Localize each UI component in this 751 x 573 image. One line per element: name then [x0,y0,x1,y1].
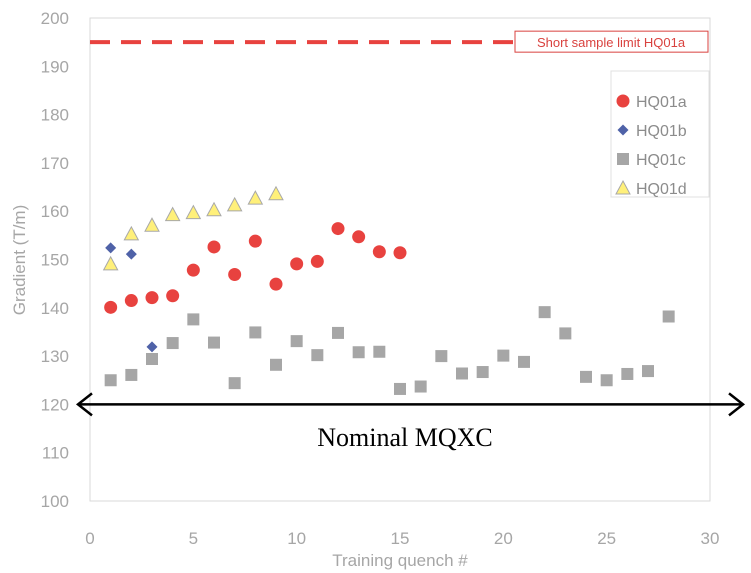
hq01c-point [270,358,282,371]
y-tick-label: 150 [41,251,69,270]
hq01c-point [394,382,406,395]
x-tick-label: 25 [597,529,616,548]
hq01d-point [268,185,284,201]
hq01a-point [269,277,283,291]
hq01c-point [518,355,530,368]
hq01c-point [600,374,613,387]
hq01c-point [352,346,365,359]
hq01a-point [207,240,221,254]
short-sample-limit-box [514,30,709,53]
x-tick-label: 20 [494,529,513,548]
hq01a-point [186,263,200,277]
hq01c-point [332,326,344,339]
legend-marker-hq01d [615,179,631,195]
hq01d-point [206,201,222,217]
hq01b-point [125,248,137,260]
hq01c-point [125,368,138,381]
hq01c-point [497,349,510,362]
hq01a-point [166,289,180,303]
y-tick-label: 190 [41,57,69,76]
hq01a-point [228,267,242,281]
hq01a-point [310,254,324,268]
hq01a-point [124,294,138,308]
hq01c-point [311,349,324,362]
nominal-mqxc-label: Nominal MQXC [317,423,493,452]
hq01c-point [208,336,220,349]
hq01a-point [331,222,345,236]
y-tick-label: 100 [41,492,69,511]
hq01d-point [144,217,160,232]
left-arrow-head-icon [75,392,93,417]
short-sample-limit-label: Short sample limit HQ01a [537,35,686,50]
hq01c-point [621,367,634,380]
hq01c-point [538,306,551,319]
hq01c-point [166,337,179,350]
hq01a-point [104,300,118,314]
hq01a-point [248,234,262,248]
y-tick-label: 140 [41,299,69,318]
y-tick-label: 120 [41,395,69,414]
legend: HQ01a HQ01b HQ01c HQ01d [610,70,710,198]
hq01c-point [456,367,468,380]
data-points [102,185,675,395]
hq01c-point [559,327,572,340]
legend-marker-hq01b [617,124,629,136]
hq01c-point [580,370,592,383]
y-tick-label: 130 [41,347,69,366]
hq01c-point [642,365,654,378]
hq01b-point [146,341,158,353]
hq01a-point [145,291,159,305]
hq01c-point [146,352,158,365]
hq01c-point [249,326,262,339]
x-tick-label: 0 [85,529,94,548]
hq01a-point [393,246,407,260]
right-arrow-head-icon [728,392,746,417]
short-sample-limit-line: Short sample limit HQ01a [90,30,709,53]
hq01d-point [247,190,264,205]
hq01a-point [372,245,386,259]
hq01d-point [185,204,202,220]
x-tick-label: 10 [287,529,306,548]
x-axis-ticks: 0 5 10 15 20 25 30 [85,529,719,548]
hq01c-point [104,374,117,387]
hq01d-point [164,206,181,222]
hq01c-point [228,377,241,390]
nominal-mqxc-arrow: Nominal MQXC [75,392,746,452]
plot-frame [89,17,711,502]
x-tick-label: 30 [701,529,720,548]
legend-label-hq01c: HQ01c [636,152,686,169]
hq01c-point [373,345,386,358]
x-tick-label: 15 [391,529,410,548]
y-tick-label: 200 [41,9,69,28]
hq01c-point [414,380,427,393]
hq01c-point [476,366,489,379]
legend-marker-hq01c [617,153,629,165]
legend-label-hq01d: HQ01d [636,181,687,198]
hq01a-point [290,257,304,271]
y-axis-title: Gradient (T/m) [10,205,29,316]
hq01c-point [435,350,448,363]
legend-items: HQ01a HQ01b HQ01c HQ01d [615,94,687,198]
hq01d-point [102,255,119,271]
x-axis-title: Training quench # [332,551,468,570]
hq01d-point [226,196,243,212]
hq01c-point [662,310,675,323]
y-tick-label: 170 [41,154,69,173]
legend-box [610,70,710,198]
y-tick-label: 180 [41,106,69,125]
hq01c-point [290,335,303,348]
y-axis-ticks: 100 110 120 130 140 150 160 170 180 190 200 [41,9,69,511]
legend-label-hq01b: HQ01b [636,123,687,140]
legend-label-hq01a: HQ01a [636,94,687,111]
hq01b-point [105,242,117,254]
y-tick-label: 110 [42,444,69,463]
hq01d-point [123,225,140,241]
hq01c-point [187,313,200,326]
x-tick-label: 5 [189,529,198,548]
y-tick-label: 160 [41,202,69,221]
legend-marker-hq01a [616,94,630,108]
hq01a-point [352,230,366,244]
